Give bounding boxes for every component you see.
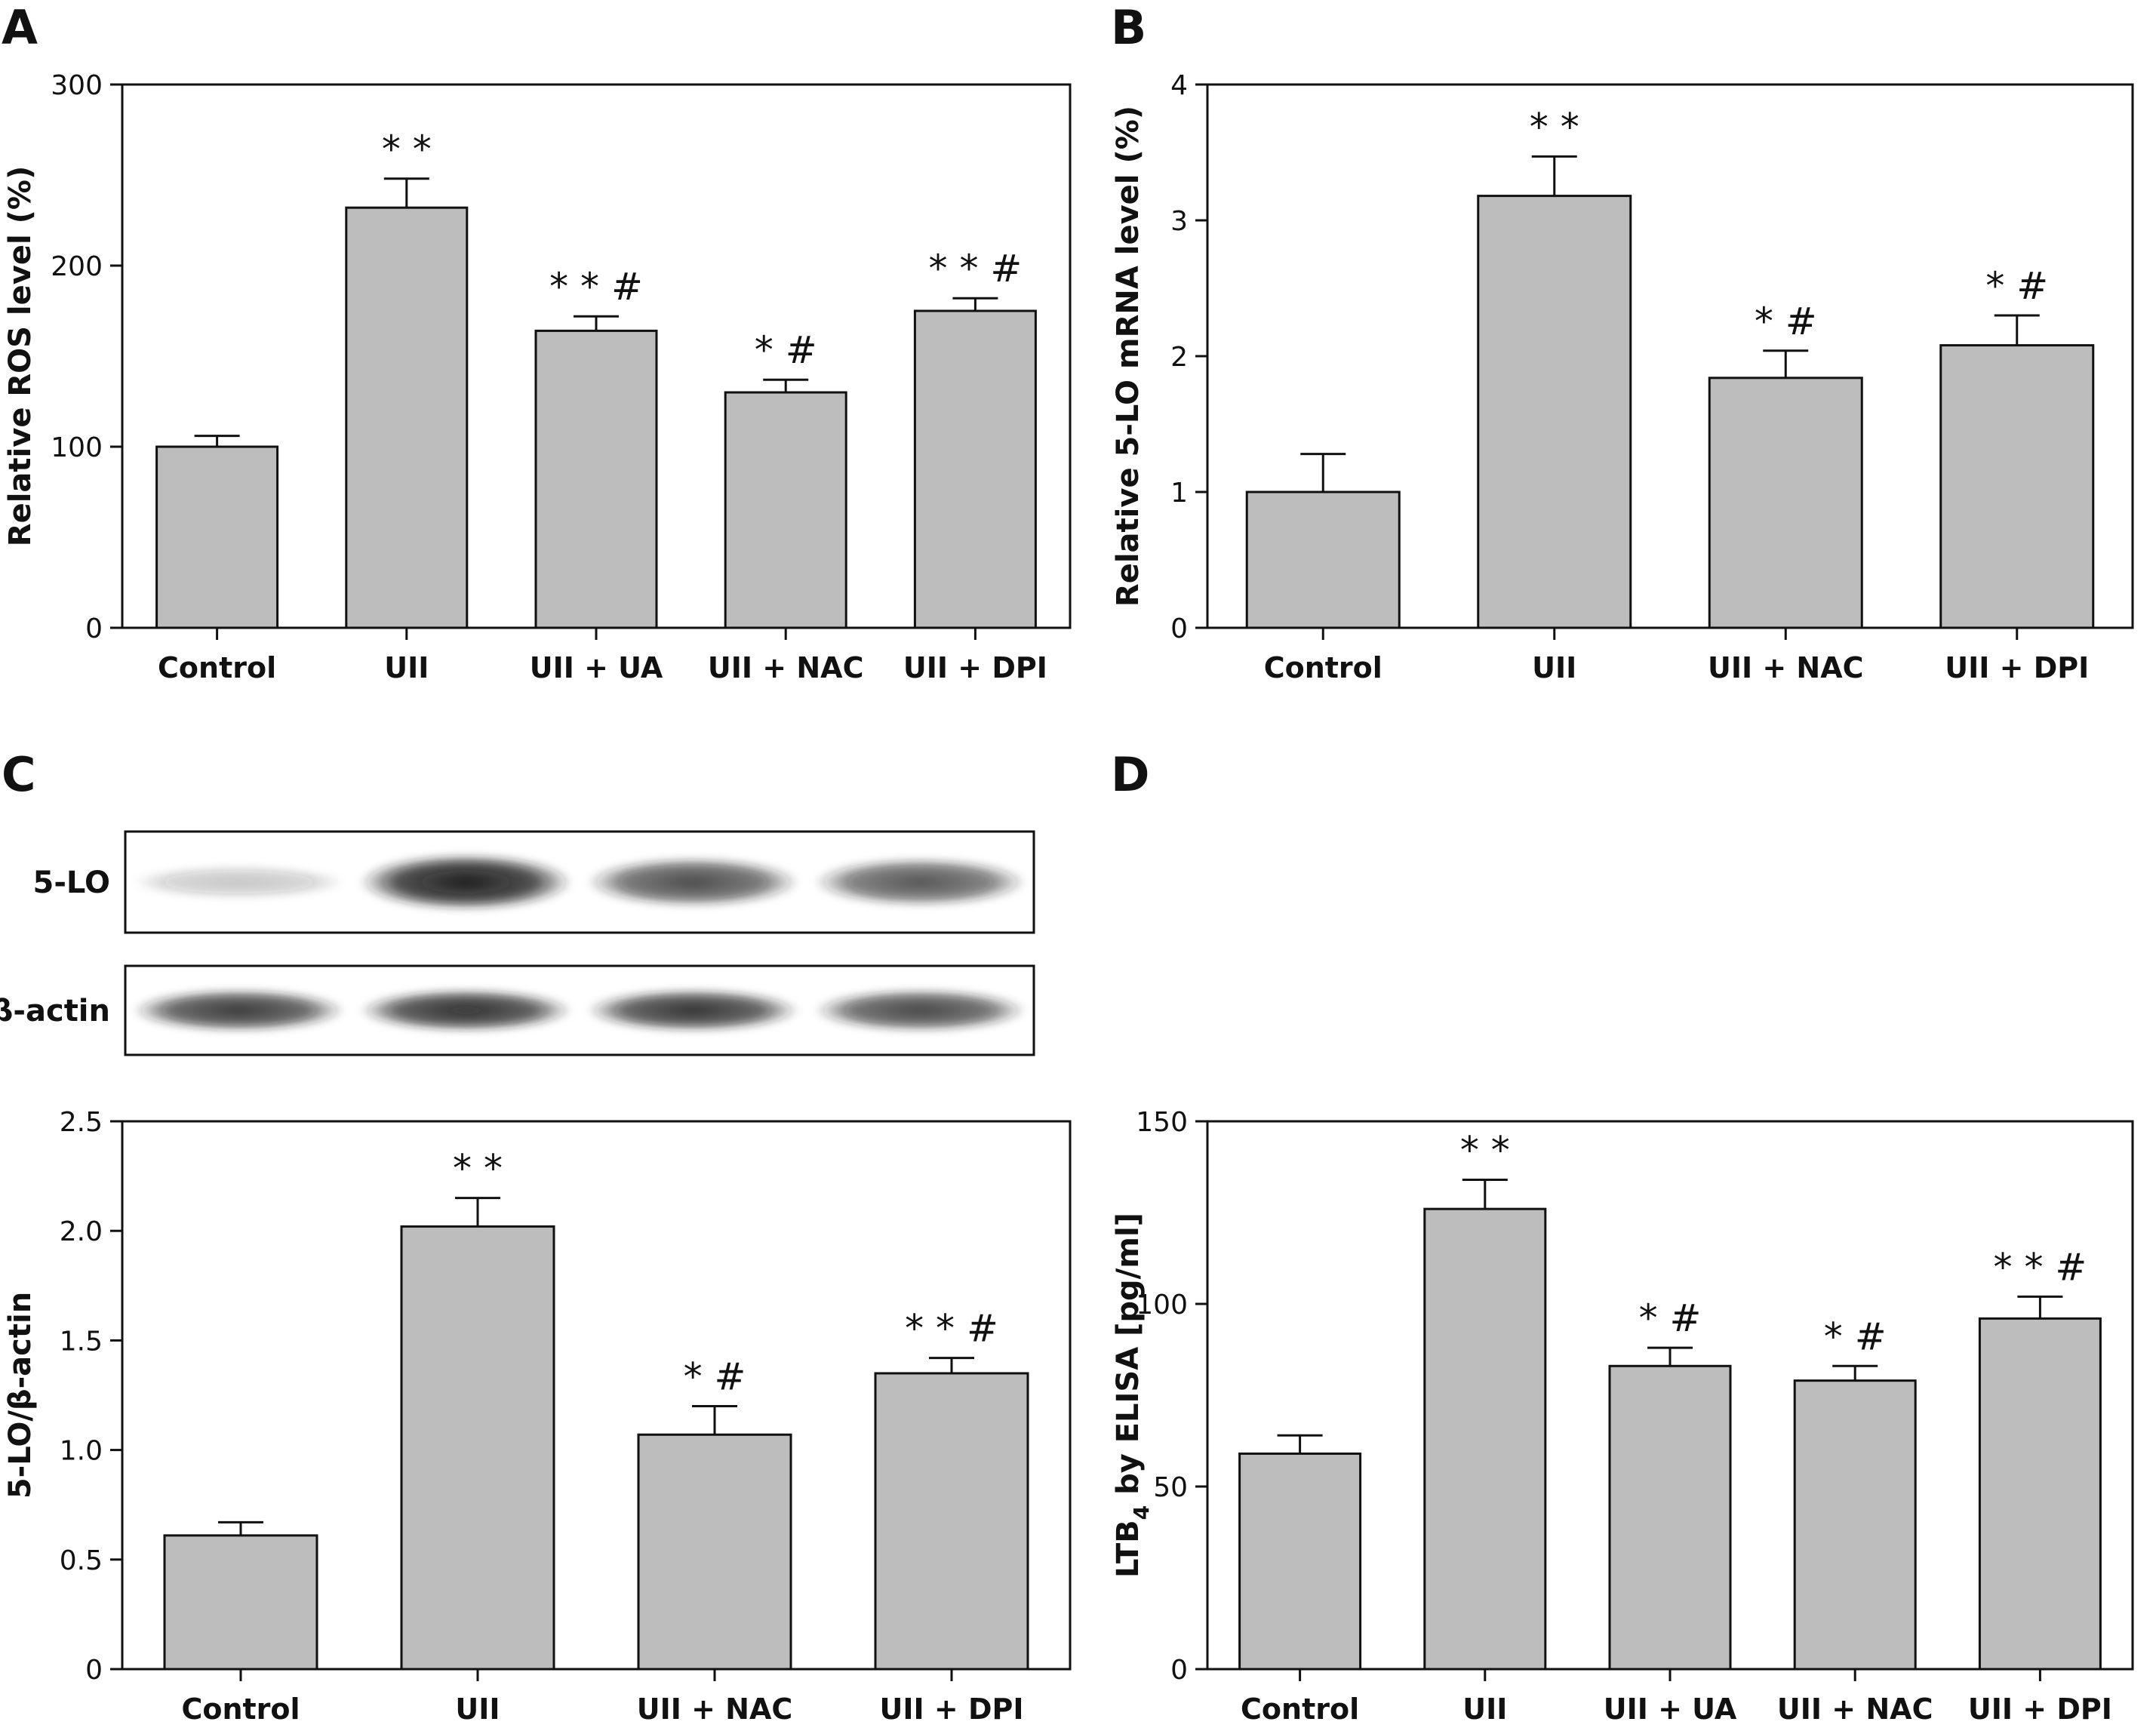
y-tick-label: 50 [1153,1472,1188,1503]
y-axis-label: Relative ROS level (%) [3,166,38,546]
significance-label: * # [1985,264,2048,308]
x-tick-label: Control [181,1693,300,1726]
x-tick-label: Control [158,651,276,684]
bar [874,1372,1029,1671]
y-tick-label: 0 [1170,613,1188,644]
blot-row-label: 5-LO [33,866,111,900]
significance-label: * # [1824,1314,1887,1358]
bar [155,445,279,629]
x-tick-label: UII + NAC [1777,1693,1933,1726]
x-tick-label: UII + NAC [708,651,864,684]
panel-c: C 5-LO β-actin 0 0.5 1.0 1.5 2.0 2.5 Control UII * … [0,747,1072,1726]
bar [1423,1207,1547,1671]
x-tick-label: UII + DPI [1945,651,2089,684]
blot-band [132,866,346,899]
bar [913,309,1037,629]
significance-label: * # [755,328,817,372]
y-tick-label: 4 [1170,70,1188,101]
bar [163,1534,318,1671]
y-tick-label: 100 [51,432,103,463]
blot-band [359,853,573,911]
blot-frame [124,964,1035,1056]
blot-band [813,988,1027,1032]
y-tick-label: 200 [51,251,103,282]
x-tick-label: UII [384,651,429,684]
significance-label: * * [453,1147,503,1191]
x-tick-label: UII + UA [530,651,663,684]
panel-letter: A [2,0,38,55]
significance-label: * * [1460,1128,1510,1172]
y-tick-label: 1 [1170,478,1188,509]
blot-band [132,988,346,1032]
y-tick-label: 0 [85,1655,103,1686]
significance-label: * # [1755,300,1817,343]
y-tick-label: 1.0 [60,1436,103,1467]
panel-letter: D [1111,747,1149,802]
bar [1608,1364,1732,1671]
y-tick-label: 300 [51,70,103,101]
x-tick-label: Control [1264,651,1382,684]
bar [1477,195,1632,629]
plot-frame [121,1120,1072,1671]
x-tick-label: UII + DPI [1968,1693,2112,1726]
significance-label: * # [1639,1296,1702,1340]
x-tick-label: UII + DPI [880,1693,1024,1726]
y-axis-label: 5-LO/β-actin [3,1292,38,1499]
y-tick-label: 1.5 [60,1326,103,1357]
bar [1939,344,2095,629]
blot-band [586,857,800,907]
bar [637,1433,792,1671]
significance-label: * * # [549,265,643,309]
significance-label: * * [1530,105,1579,149]
bar [724,391,847,629]
significance-label: * * [382,128,432,171]
x-tick-label: UII [1532,651,1576,684]
y-tick-label: 0.5 [60,1545,103,1576]
y-tick-label: 2.0 [60,1216,103,1247]
bar [1793,1379,1917,1671]
x-tick-label: UII + NAC [637,1693,793,1726]
y-axis-label: Relative 5-LO mRNA level (%) [1111,106,1146,607]
x-tick-label: Control [1241,1693,1359,1726]
y-axis-label: LTB4 by ELISA [pg/ml] [1111,1213,1154,1578]
y-tick-label: 100 [1136,1290,1188,1321]
panel-letter: B [1111,0,1146,55]
blot-frame [124,830,1035,934]
bar [1978,1317,2102,1671]
blot-band [359,988,573,1032]
blot-row: 5-LO [33,830,1035,934]
y-tick-label: 2 [1170,342,1188,373]
panel-b: B 0 1 2 3 4 Control UII * * UII + NAC * # UII + DPI… [1111,0,2134,684]
y-tick-label: 0 [85,613,103,644]
y-tick-label: 150 [1136,1107,1188,1138]
panel-letter: C [2,747,36,802]
bar [400,1225,555,1671]
bar [534,329,658,629]
significance-label: * * # [905,1307,998,1351]
western-blot: 5-LO β-actin [0,830,1035,1056]
panel-a: A 0 100 200 300 Control UII * * UII + UA * * # UII… [2,0,1072,684]
x-tick-label: UII + DPI [903,651,1047,684]
x-tick-label: UII + UA [1604,1693,1737,1726]
blot-row-label: β-actin [0,994,110,1028]
bar [1708,377,1863,629]
x-tick-label: UII [1462,1693,1507,1726]
significance-label: * # [684,1355,746,1399]
bar [1245,490,1401,629]
blot-band [813,858,1027,906]
blot-row: β-actin [0,964,1035,1056]
significance-label: * * # [929,247,1023,291]
y-tick-label: 0 [1170,1655,1188,1686]
bar [1238,1452,1362,1671]
bar [345,206,469,629]
blot-band [586,988,800,1032]
significance-label: * * # [1994,1245,2087,1289]
y-tick-label: 3 [1170,206,1188,237]
x-tick-label: UII + NAC [1708,651,1864,684]
x-tick-label: UII [455,1693,500,1726]
panel-d: D 0 50 100 150 Control UII * * UII + UA * # UII + … [1111,747,2134,1726]
y-tick-label: 2.5 [60,1107,103,1138]
